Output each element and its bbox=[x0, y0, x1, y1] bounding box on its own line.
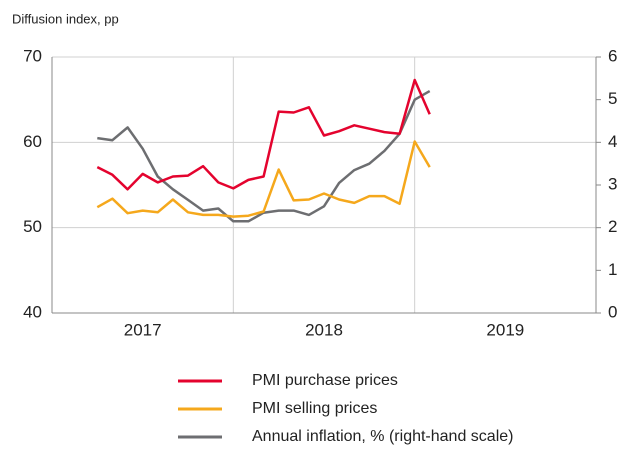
y-tick-label: 50 bbox=[23, 217, 42, 236]
y-tick-label: 40 bbox=[23, 302, 42, 321]
y-tick-label: 70 bbox=[23, 46, 42, 65]
y2-tick-label: 4 bbox=[608, 132, 617, 151]
series-line bbox=[97, 90, 431, 223]
y2-tick-label: 5 bbox=[608, 89, 617, 108]
series-line bbox=[96, 78, 431, 191]
x-tick-label: 2019 bbox=[486, 320, 524, 339]
series-line bbox=[96, 140, 431, 218]
legend-label: PMI purchase prices bbox=[252, 372, 398, 389]
x-tick-label: 2017 bbox=[124, 320, 162, 339]
y2-tick-label: 3 bbox=[608, 174, 617, 193]
legend-label: PMI selling prices bbox=[252, 400, 377, 417]
chart-subtitle: Diffusion index, pp bbox=[12, 11, 119, 26]
x-tick-label: 2018 bbox=[305, 320, 343, 339]
y2-tick-label: 1 bbox=[608, 260, 617, 279]
y2-tick-label: 2 bbox=[608, 217, 617, 236]
legend-label: Annual inflation, % (right-hand scale) bbox=[252, 428, 513, 445]
y-tick-label: 60 bbox=[23, 132, 42, 151]
y2-tick-label: 0 bbox=[608, 302, 617, 321]
y2-tick-label: 6 bbox=[608, 46, 617, 65]
